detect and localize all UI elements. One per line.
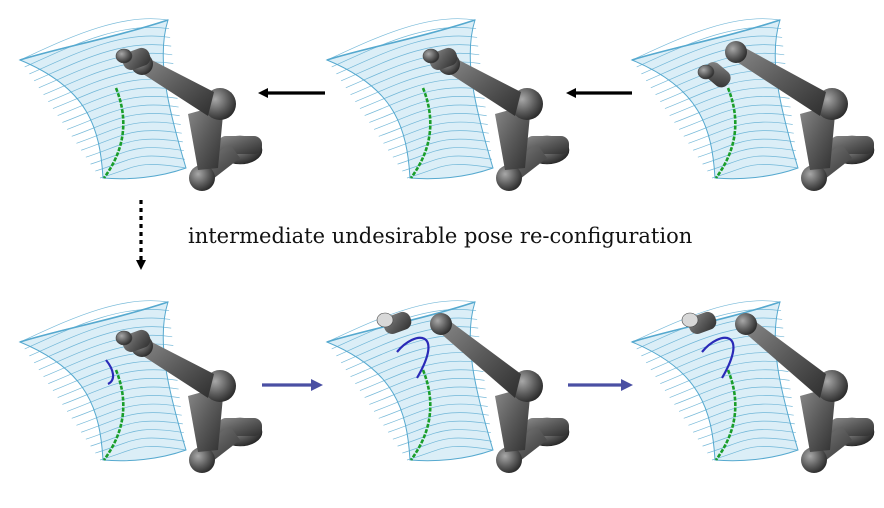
green-path bbox=[102, 369, 125, 461]
panel-bottom-middle bbox=[325, 300, 570, 473]
curved-surface bbox=[325, 18, 494, 180]
green-path bbox=[409, 87, 432, 179]
robot-arm bbox=[697, 41, 875, 191]
panel-bottom-right bbox=[630, 300, 875, 473]
blue-path bbox=[701, 336, 735, 379]
panel-bottom-left bbox=[18, 300, 263, 473]
curved-surface bbox=[630, 18, 799, 180]
blue-path bbox=[105, 359, 115, 385]
robot-arm bbox=[376, 311, 570, 473]
robot-arm bbox=[422, 47, 570, 191]
curved-surface bbox=[18, 18, 187, 180]
caption-text: intermediate undesirable pose re-configu… bbox=[188, 224, 693, 248]
robot-arm bbox=[115, 47, 263, 191]
panel-top-middle bbox=[325, 18, 570, 191]
robot-arm bbox=[681, 311, 875, 473]
green-path bbox=[102, 87, 125, 179]
panel-top-left bbox=[18, 18, 263, 191]
green-path bbox=[409, 369, 432, 461]
green-path bbox=[714, 369, 737, 461]
curved-surface bbox=[18, 300, 187, 462]
panel-top-right bbox=[630, 18, 875, 191]
robot-arm bbox=[115, 329, 263, 473]
green-path bbox=[714, 87, 737, 179]
blue-path bbox=[396, 336, 430, 379]
